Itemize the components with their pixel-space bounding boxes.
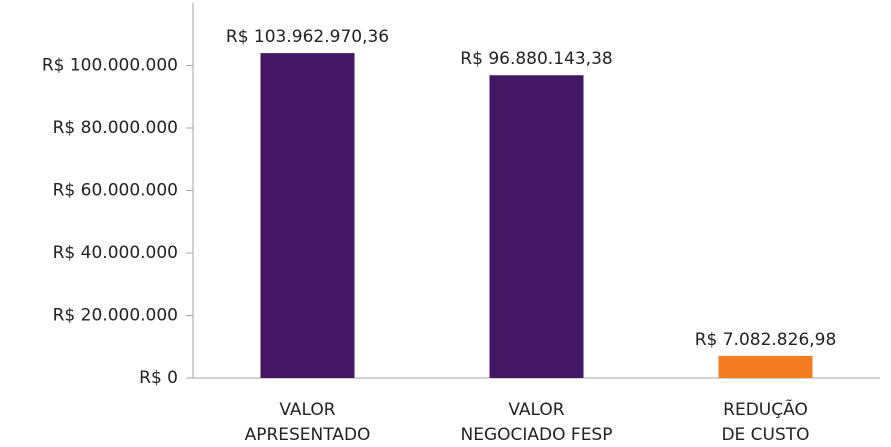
x-tick-label: VALOR <box>279 400 335 420</box>
x-tick-label: NEGOCIADO FESP <box>461 425 613 445</box>
bar <box>489 75 584 379</box>
y-tick-label: R$ 100.000.000 <box>42 56 178 76</box>
y-tick-label: R$ 20.000.000 <box>53 306 178 326</box>
y-tick-label: R$ 60.000.000 <box>53 181 178 201</box>
bar <box>718 355 813 378</box>
y-tick-label: R$ 80.000.000 <box>53 118 178 138</box>
data-label: R$ 103.962.970,36 <box>226 27 389 47</box>
y-tick-label: R$ 0 <box>139 368 178 388</box>
data-label: R$ 7.082.826,98 <box>695 330 837 350</box>
bar <box>260 53 355 378</box>
y-tick-label: R$ 40.000.000 <box>53 243 178 263</box>
x-tick-label: DE CUSTO <box>721 425 809 445</box>
x-tick-label: REDUÇÃO <box>723 398 808 420</box>
data-label: R$ 96.880.143,38 <box>460 49 612 69</box>
x-tick-label: APRESENTADO <box>245 425 371 445</box>
x-tick-label: VALOR <box>508 400 564 420</box>
